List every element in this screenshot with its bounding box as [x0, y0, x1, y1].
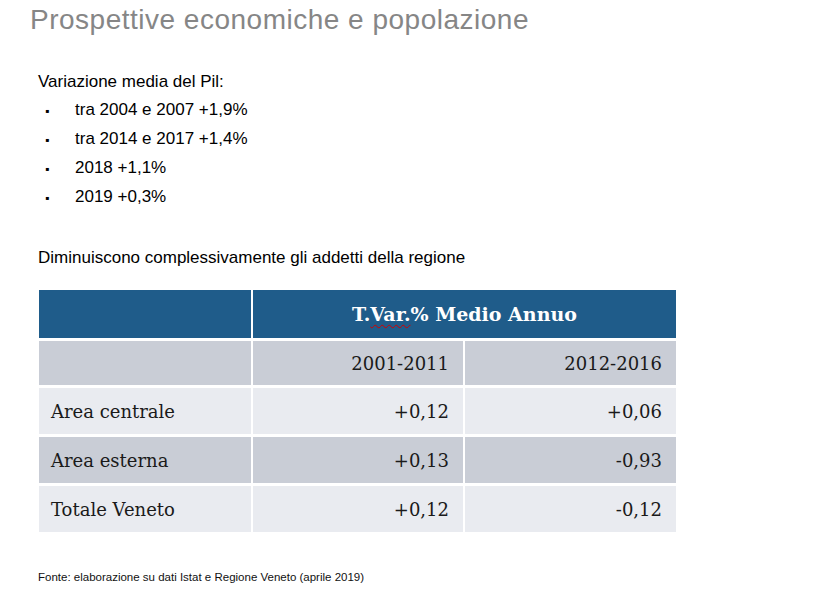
list-item: ▪ 2019 +0,3%: [38, 183, 248, 212]
table-cell-value: -0,12: [465, 486, 676, 532]
pil-bullet-list: ▪ tra 2004 e 2007 +1,9% ▪ tra 2014 e 201…: [38, 96, 248, 212]
table-subheading: Diminuiscono complessivamente gli addett…: [38, 246, 465, 270]
year-header-empty-cell: [39, 341, 251, 385]
list-item: ▪ tra 2004 e 2007 +1,9%: [38, 96, 248, 125]
table-corner-cell: [39, 290, 251, 338]
list-item: ▪ 2018 +1,1%: [38, 154, 248, 183]
table-cell-value: +0,12: [253, 486, 463, 532]
table-merged-header: T. Var. % Medio Annuo: [253, 290, 676, 338]
column-header-2001-2011: 2001-2011: [253, 341, 463, 385]
bullet-text: 2019 +0,3%: [75, 183, 166, 211]
bullet-text: 2018 +1,1%: [75, 154, 166, 182]
bullet-text: tra 2004 e 2007 +1,9%: [75, 96, 248, 124]
row-label-totale-veneto: Totale Veneto: [39, 486, 251, 532]
source-note: Fonte: elaborazione su dati Istat e Regi…: [38, 571, 364, 583]
header-text-prefix: T.: [352, 303, 370, 325]
list-item: ▪ tra 2014 e 2017 +1,4%: [38, 125, 248, 154]
table-cell-value: -0,93: [465, 437, 676, 483]
square-bullet-icon: ▪: [38, 155, 75, 183]
row-label-area-esterna: Area esterna: [39, 437, 251, 483]
square-bullet-icon: ▪: [38, 184, 75, 212]
row-label-area-centrale: Area centrale: [39, 388, 251, 434]
column-header-2012-2016: 2012-2016: [465, 341, 676, 385]
pil-heading: Variazione media del Pil:: [38, 68, 248, 96]
data-table: T. Var. % Medio Annuo 2001-2011 2012-201…: [39, 290, 676, 532]
slide-title: Prospettive economiche e popolazione: [30, 4, 529, 36]
table-cell-value: +0,12: [253, 388, 463, 434]
pil-section: Variazione media del Pil: ▪ tra 2004 e 2…: [38, 68, 248, 212]
table-cell-value: +0,06: [465, 388, 676, 434]
bullet-text: tra 2014 e 2017 +1,4%: [75, 125, 248, 153]
header-text-suffix: % Medio Annuo: [411, 303, 577, 325]
table-cell-value: +0,13: [253, 437, 463, 483]
slide-canvas: Prospettive economiche e popolazione Var…: [0, 0, 837, 592]
header-text-spellcheck: Var.: [370, 303, 410, 325]
square-bullet-icon: ▪: [38, 126, 75, 154]
square-bullet-icon: ▪: [38, 97, 75, 125]
